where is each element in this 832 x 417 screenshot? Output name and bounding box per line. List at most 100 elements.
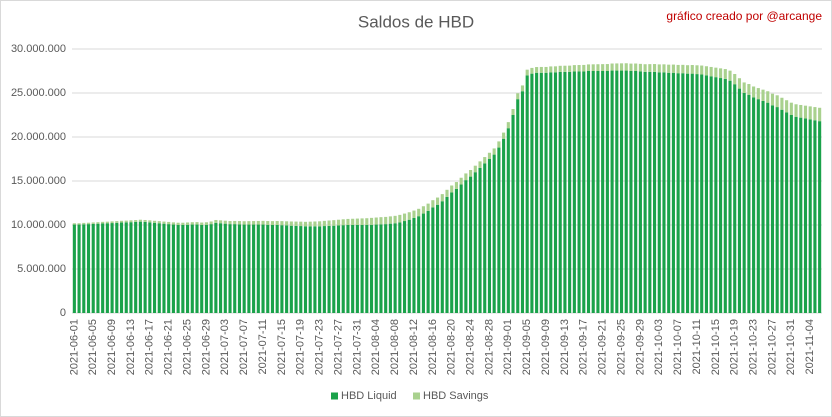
bar-segment <box>629 71 633 313</box>
bar-segment <box>214 219 218 223</box>
bar-segment <box>134 220 138 222</box>
bar-segment <box>648 64 652 72</box>
bar-segment <box>138 221 142 313</box>
bar-segment <box>657 64 661 73</box>
bar-segment <box>412 217 416 313</box>
bar-segment <box>407 212 411 220</box>
bar-segment <box>454 188 458 313</box>
bar-segment <box>407 219 411 313</box>
bar-segment <box>624 70 628 313</box>
x-tick-label: 2021-07-07 <box>238 319 250 375</box>
x-tick-label: 2021-06-17 <box>144 319 156 375</box>
bar-segment <box>742 82 746 93</box>
bar-segment <box>242 221 246 225</box>
bar-segment <box>714 77 718 313</box>
bar-segment <box>794 116 798 313</box>
bar-segment <box>266 221 270 225</box>
bar-segment <box>629 63 633 71</box>
bar-segment <box>766 102 770 314</box>
bar-segment <box>247 224 251 313</box>
bar-segment <box>586 64 591 71</box>
bar-segment <box>152 222 157 313</box>
bar-segment <box>723 69 727 79</box>
bar-segment <box>634 63 638 71</box>
bar-segment <box>525 69 529 76</box>
bar-segment <box>695 74 699 313</box>
bar-segment <box>101 221 105 224</box>
bar-segment <box>379 224 383 313</box>
bar-segment <box>596 64 600 71</box>
bar-segment <box>601 64 605 71</box>
bar-segment <box>346 218 350 225</box>
bar-segment <box>610 70 614 313</box>
bar-segment <box>96 222 100 224</box>
bar-segment <box>440 201 444 313</box>
x-tick-label: 2021-07-03 <box>219 319 231 375</box>
bar-segment <box>803 105 808 119</box>
bar-segment <box>615 63 619 71</box>
bar-segment <box>808 106 812 120</box>
bar-segment <box>473 172 477 313</box>
bar-segment <box>176 225 180 313</box>
legend-label: HBD Savings <box>423 390 489 402</box>
x-tick-label: 2021-08-24 <box>464 319 476 375</box>
bar-segment <box>586 71 591 313</box>
bar-segment <box>355 218 359 225</box>
bar-segment <box>417 208 421 217</box>
bar-segment <box>332 220 336 226</box>
y-tick-label: 30.000.000 <box>11 43 66 55</box>
y-tick-label: 0 <box>60 307 66 319</box>
bar-segment <box>308 221 312 227</box>
bar-segment <box>148 222 152 313</box>
bar-segment <box>86 222 91 225</box>
bar-segment <box>157 223 161 313</box>
bar-segment <box>247 221 251 225</box>
y-tick-label: 25.000.000 <box>11 87 66 99</box>
bar-segment <box>511 109 515 115</box>
bar-segment <box>186 224 190 313</box>
bar-segment <box>605 64 609 71</box>
bar-segment <box>478 167 482 313</box>
bar-segment <box>714 67 718 78</box>
bar-segment <box>388 216 392 224</box>
bar-segment <box>761 89 765 101</box>
x-tick-label: 2021-10-03 <box>653 319 665 375</box>
bar-segment <box>270 221 275 225</box>
bar-segment <box>72 224 76 313</box>
bar-segment <box>728 70 732 81</box>
bar-segment <box>690 73 694 313</box>
bar-segment <box>704 66 708 76</box>
bar-segment <box>143 219 147 222</box>
bar-segment <box>167 224 171 313</box>
bar-segment <box>818 107 822 122</box>
bar-segment <box>252 221 256 225</box>
bar-segment <box>761 100 765 313</box>
bar-segment <box>171 224 175 313</box>
bar-segment <box>487 152 492 159</box>
bar-segment <box>596 71 600 313</box>
bar-segment <box>605 71 609 313</box>
bar-segment <box>652 71 657 313</box>
bar-segment <box>756 99 760 313</box>
bar-segment <box>398 222 402 313</box>
bar-segment <box>634 71 638 313</box>
bar-segment <box>544 66 548 73</box>
bar-segment <box>82 222 86 225</box>
bar-segment <box>204 222 208 225</box>
bar-segment <box>582 71 586 313</box>
bar-segment <box>261 224 265 313</box>
bar-segment <box>209 221 213 225</box>
bar-segment <box>341 225 345 313</box>
bar-segment <box>402 221 407 313</box>
bar-segment <box>242 224 246 313</box>
bar-segment <box>426 203 430 211</box>
x-tick-label: 2021-06-29 <box>200 319 212 375</box>
bar-segment <box>615 70 619 313</box>
x-tick-label: 2021-09-25 <box>615 319 627 375</box>
bar-segment <box>785 100 789 113</box>
bar-segment <box>417 216 421 313</box>
bar-segment <box>709 76 713 313</box>
bar-segment <box>525 75 529 314</box>
bar-segment <box>799 104 803 118</box>
bar-segment <box>77 224 81 313</box>
